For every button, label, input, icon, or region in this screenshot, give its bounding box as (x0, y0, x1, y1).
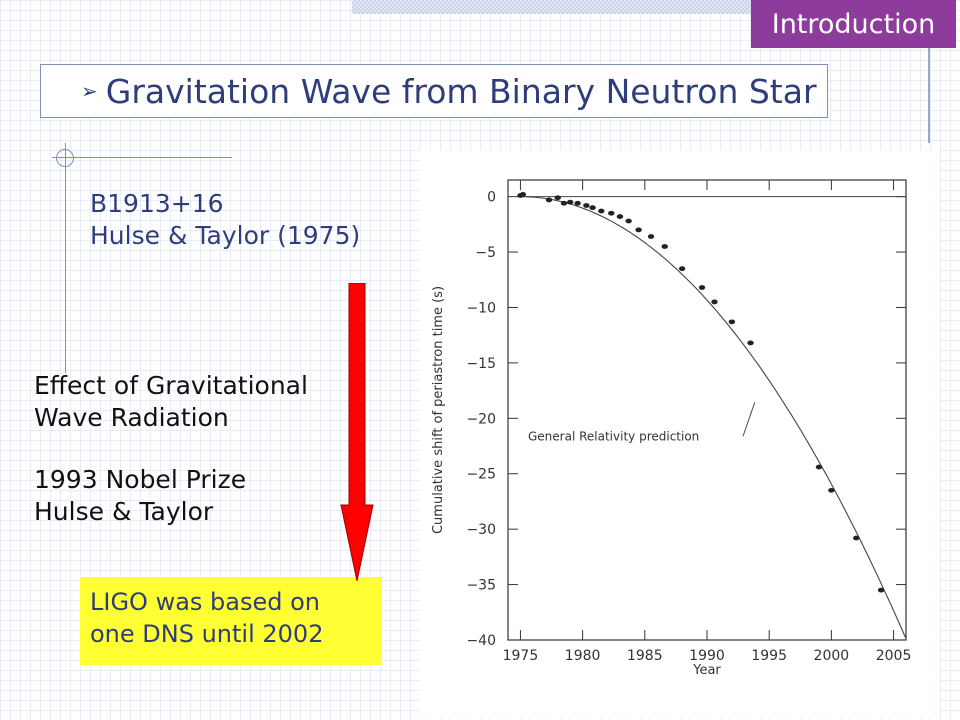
data-point (877, 587, 885, 593)
x-tick-label: 1990 (689, 648, 725, 664)
data-point (815, 464, 823, 470)
data-point (747, 340, 754, 346)
data-point (828, 487, 835, 493)
data-point (635, 227, 642, 233)
data-point (728, 319, 736, 325)
ligo-note-line-1: LIGO was based on (90, 588, 321, 616)
data-point (608, 210, 615, 216)
effect-line-1: Effect of Gravitational (34, 371, 308, 400)
data-point (554, 195, 561, 201)
x-tick-label: 1995 (751, 648, 787, 664)
data-point (625, 218, 632, 224)
effect-line-2: Wave Radiation (34, 403, 229, 432)
periastron-shift-chart: 0 −5 −10 −15 −20 −25 −30 −35 −40 1975 1980 1985 1990… (420, 150, 940, 718)
data-point (616, 214, 624, 219)
x-tick-label: 1980 (565, 648, 601, 664)
y-tick-label: −25 (466, 467, 496, 483)
y-tick-label: −40 (466, 633, 496, 649)
annotation-leader-line (742, 402, 756, 437)
y-tick-label: −5 (475, 245, 496, 261)
section-tag-introduction: Introduction (751, 0, 956, 48)
data-point (678, 266, 686, 272)
data-point (698, 285, 706, 290)
data-points (517, 192, 885, 593)
y-tick-label: −10 (466, 300, 496, 316)
data-point (661, 244, 668, 249)
ligo-note-box: LIGO was based on one DNS until 2002 (80, 577, 382, 665)
plot-frame (507, 179, 907, 641)
slide-title-box: ➢ Gravitation Wave from Binary Neutron S… (40, 64, 828, 118)
y-tick-label: 0 (487, 190, 496, 206)
data-point (545, 197, 553, 203)
data-point (566, 199, 574, 205)
annotation-text: General Relativity prediction (528, 429, 699, 443)
decorative-vertical-line-left (65, 143, 66, 373)
decorative-vertical-line (928, 48, 930, 143)
slide-title: Gravitation Wave from Binary Neutron Sta… (105, 71, 817, 111)
top-decorative-band (352, 0, 752, 14)
data-point (589, 205, 596, 211)
decorative-circle-icon (56, 149, 74, 167)
chart-background (420, 150, 940, 718)
data-point (711, 299, 718, 305)
x-tick-label: 2000 (814, 648, 850, 664)
nobel-line-1: 1993 Nobel Prize (34, 465, 247, 494)
data-point (574, 200, 581, 206)
y-axis-label: Cumulative shift of periastron time (s) (431, 286, 446, 534)
ligo-note-line-2: one DNS until 2002 (90, 620, 324, 648)
chart-svg: 0 −5 −10 −15 −20 −25 −30 −35 −40 1975 1980 1985 1990… (431, 179, 911, 678)
data-point (598, 208, 605, 214)
data-point (853, 535, 860, 541)
data-point (560, 200, 568, 206)
y-tick-label: −30 (466, 522, 496, 538)
x-tick-label: 1985 (627, 648, 663, 664)
y-tick-label: −15 (466, 356, 496, 372)
nobel-line-2: Hulse & Taylor (34, 497, 214, 526)
pulsar-discovery: Hulse & Taylor (1975) (90, 221, 361, 250)
y-tick-label: −35 (466, 578, 496, 594)
pulsar-info: B1913+16 Hulse & Taylor (1975) (90, 188, 360, 252)
gr-prediction-curve (520, 196, 907, 639)
x-axis-label: Year (692, 663, 721, 678)
data-point (647, 234, 655, 239)
x-tick-label: 1975 (503, 648, 539, 664)
chart-ticks: 0 −5 −10 −15 −20 −25 −30 −35 −40 1975 1980 1985 1990… (466, 180, 911, 664)
decorative-horizontal-line (52, 157, 232, 158)
y-tick-label: −20 (466, 411, 496, 427)
pulsar-name: B1913+16 (90, 189, 224, 218)
effect-text: Effect of Gravitational Wave Radiation (34, 370, 308, 434)
x-tick-label: 2005 (876, 648, 912, 664)
data-point (583, 203, 590, 208)
nobel-text: 1993 Nobel Prize Hulse & Taylor (34, 464, 246, 528)
red-down-arrow-icon (340, 283, 374, 582)
arrow-bullet-icon: ➢ (81, 79, 98, 103)
data-point (519, 192, 527, 197)
